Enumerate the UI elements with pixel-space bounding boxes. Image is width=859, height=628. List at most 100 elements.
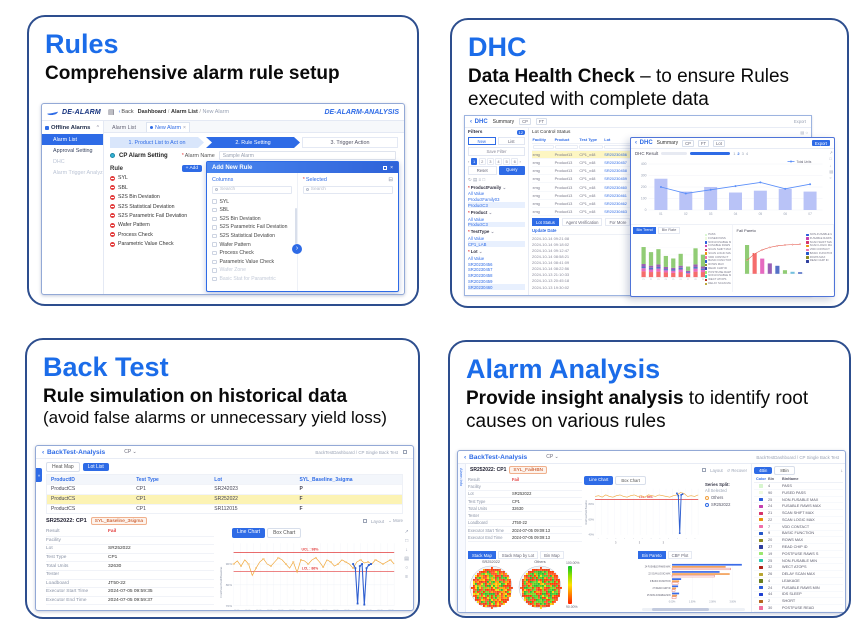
filter-item[interactable]: All Value <box>468 255 485 261</box>
filter-flap[interactable]: » <box>36 468 42 482</box>
legend-item[interactable]: BASIC FUNCTION <box>704 259 731 263</box>
rule-item[interactable]: Process Check <box>110 232 202 238</box>
bin-row[interactable]: 4 PASS <box>754 483 843 490</box>
more-link[interactable]: ⌄ More <box>388 518 403 524</box>
sidebar-item-alarm-trigger-analyze[interactable]: Alarm Trigger Analyze <box>53 170 103 177</box>
legend-item[interactable]: FUSABLE RAWS MAX <box>704 244 731 248</box>
checkbox-icon[interactable] <box>212 233 217 239</box>
bin-row[interactable]: 22 SCAN LOGIC MAX <box>754 517 843 524</box>
scope-dropdown[interactable]: CP ⌄ <box>124 449 137 455</box>
table-cell[interactable]: CP1 <box>132 484 211 494</box>
filter-tab-new[interactable]: New <box>468 137 496 145</box>
bin-row[interactable]: 7 VDD CONTACT <box>754 524 843 531</box>
bottom-tab[interactable]: Lot Status <box>532 218 559 227</box>
table-cell[interactable]: ProductCS <box>47 503 133 514</box>
add-rule-button[interactable]: + Add <box>181 165 202 172</box>
save-filter-button[interactable]: Save Filter <box>468 147 525 156</box>
page-1[interactable]: 1 <box>470 157 478 165</box>
filter-tab-list[interactable]: List <box>497 137 525 145</box>
legend-item[interactable]: VDD CONTACT <box>704 256 731 260</box>
filter-cell[interactable] <box>554 144 579 151</box>
export-icon[interactable] <box>403 450 407 454</box>
back-link[interactable]: ‹Back <box>118 109 134 115</box>
page-6[interactable]: 6 <box>511 157 518 165</box>
step-trigger-action[interactable]: 3. Trigger Action <box>302 137 398 148</box>
chart-tools-column[interactable]: ↗ □ ↓ ▤ ○ <box>829 151 833 181</box>
filter-item[interactable]: SR20230459 <box>468 279 493 285</box>
filter-section-header[interactable]: *Product ⌄ <box>468 209 493 215</box>
legend-item[interactable]: SCAN SHIFT MAX <box>806 241 832 245</box>
stack-tab[interactable]: Bin Rate <box>658 227 680 234</box>
filters-icons[interactable]: ↻ ▤ ≡ □ <box>468 176 486 182</box>
filter-item[interactable]: SR20230457 <box>468 267 493 273</box>
rule-item[interactable]: SYL <box>110 175 202 181</box>
filter-item[interactable]: SR20230456 <box>468 261 493 267</box>
bin-row[interactable]: 24 FUSABLE RAWS MAX <box>754 503 843 511</box>
table-cell[interactable]: SR20230456 <box>603 150 637 159</box>
filter-item[interactable]: All Value <box>468 236 485 242</box>
bin-row[interactable]: 30 POSTFUSE READ <box>754 605 843 612</box>
option-row[interactable]: SBL <box>212 207 292 213</box>
bin-row[interactable]: 26 DELAY SCAN MAX <box>754 571 843 579</box>
sidebar-group-offline-alarms[interactable]: Offline Alarms ⌃ <box>42 124 103 134</box>
prev-icon[interactable]: ‹ <box>468 158 470 164</box>
filter-item[interactable]: ProductC3 <box>468 221 525 228</box>
close-icon[interactable]: × <box>390 164 393 171</box>
bin-row[interactable]: 20 ROWS MAX <box>754 537 843 545</box>
remove-rule-icon[interactable] <box>110 222 115 228</box>
filter-section-header[interactable]: *TestType ⌄ <box>468 229 495 235</box>
chip-cp[interactable]: CP <box>682 139 694 147</box>
legend-item[interactable]: BASIC FUNCTION <box>806 252 832 256</box>
legend-item[interactable]: VDD CONTACT <box>806 248 832 252</box>
legend-item[interactable]: WECT ATOPS <box>704 278 731 282</box>
legend-item[interactable]: POSTFUSE RAWS S <box>704 271 731 275</box>
4bin-button[interactable]: 4Bin <box>754 467 773 474</box>
filter-item[interactable]: All Value <box>468 216 485 222</box>
option-row[interactable]: SYL <box>212 199 292 205</box>
table-cell[interactable]: P <box>295 484 402 494</box>
chip-cp[interactable]: CP <box>519 118 531 125</box>
bin-row[interactable]: 32 WECT ATOPS <box>754 564 843 572</box>
tab-new-alarm[interactable]: New Alarm × <box>145 122 190 132</box>
filter-item[interactable]: ProductC3 <box>468 202 525 208</box>
option-row[interactable]: Process Check <box>212 250 292 256</box>
checkbox-icon[interactable] <box>212 225 217 230</box>
legend-item[interactable]: NON-FUSABLE MAX <box>806 233 832 237</box>
layout-link[interactable]: Layout <box>370 518 385 524</box>
bin-row[interactable]: 27 READ CHIP ID <box>754 544 843 551</box>
box-chart-button[interactable]: Box Chart <box>267 527 302 538</box>
step-product-list[interactable]: 1. Product List to Act on <box>110 137 204 148</box>
checkbox-icon[interactable] <box>212 207 217 213</box>
remove-rule-icon[interactable] <box>110 185 115 191</box>
pareto-tab[interactable]: Bin Pareto <box>638 551 666 560</box>
rule-item[interactable]: SBL <box>110 185 202 191</box>
option-row[interactable]: Wafer Pattern <box>212 242 292 248</box>
checkbox-icon[interactable] <box>212 259 217 264</box>
transfer-right-button[interactable]: › <box>291 243 302 254</box>
legend-item[interactable]: PASS <box>704 233 731 237</box>
legend-item[interactable]: ROWS MAX <box>806 256 832 260</box>
bin-row[interactable]: 9 BASIC FUNCTION <box>754 531 843 538</box>
scrollbar[interactable] <box>642 608 745 611</box>
legend-item[interactable]: DELAY SCAN MAX <box>704 282 731 286</box>
rule-item[interactable]: Wafer Pattern <box>110 222 202 228</box>
remove-rule-icon[interactable] <box>110 175 115 181</box>
tab-heat-map[interactable]: Heat Map <box>46 461 80 472</box>
legend-item[interactable]: ROWS MAX <box>704 263 731 267</box>
radio-sr252022[interactable]: SR252022 <box>705 502 751 507</box>
download-icon[interactable]: ↓ <box>840 468 843 473</box>
remove-rule-icon[interactable] <box>110 213 115 219</box>
line-chart-button[interactable]: Line Chart <box>232 527 266 538</box>
table-tools-icons[interactable]: ▤ ○ <box>800 130 808 135</box>
legend-item[interactable]: SCAN LOGIC MAX <box>704 252 731 256</box>
pager-num[interactable]: 2 <box>737 151 740 156</box>
pareto-tab[interactable]: CBF Plot <box>667 551 693 560</box>
pager-num[interactable]: 4 <box>745 151 749 156</box>
legend-item[interactable]: FUSABLE RAWS MAX <box>806 237 832 241</box>
bin-row[interactable]: 44 IDS SLEEP <box>754 592 843 599</box>
table-cell[interactable]: Product13 <box>554 150 579 159</box>
chart-tools-column[interactable]: ↗ □ ↓ ▤ ○ ≡ <box>404 528 409 580</box>
table-cell[interactable]: SR252022 <box>210 493 296 504</box>
chip-ft[interactable]: FT <box>535 118 548 125</box>
